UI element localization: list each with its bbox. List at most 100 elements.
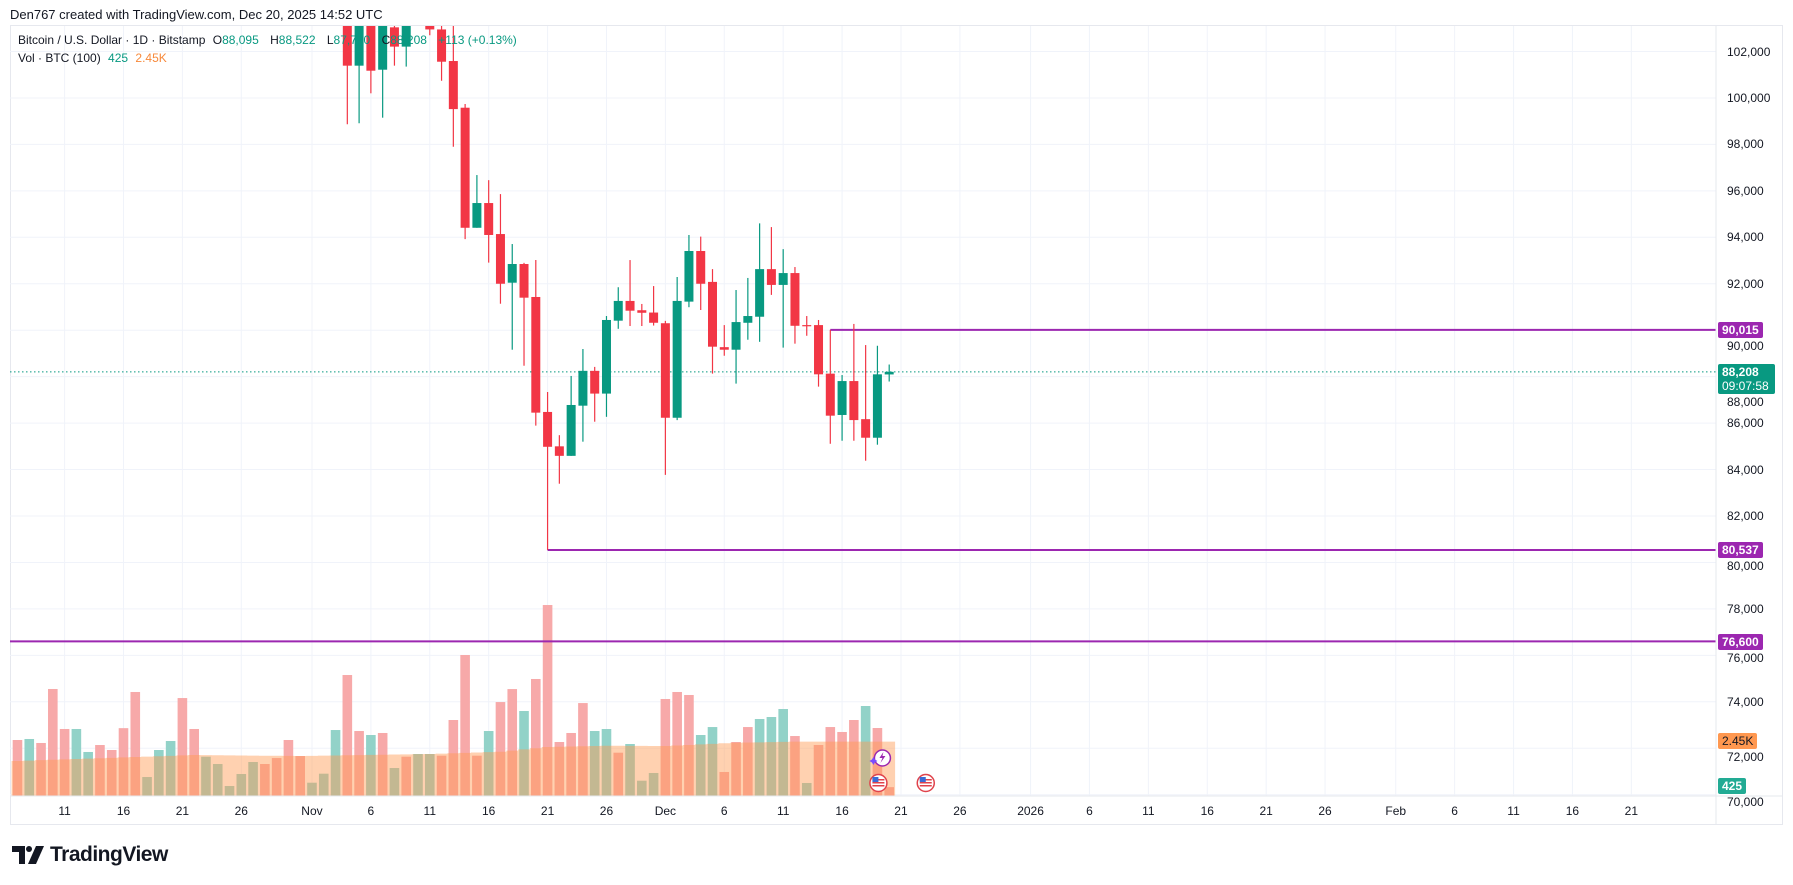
volume-bar xyxy=(684,694,694,796)
volume-bar xyxy=(24,738,35,796)
volume-name: Vol · BTC (100) xyxy=(18,51,101,65)
price-axis-label: 70,000 xyxy=(1727,795,1764,809)
price-axis-label: 102,000 xyxy=(1727,44,1771,59)
candle-body xyxy=(708,281,717,347)
last-price-badge: 88,208 09:07:58 xyxy=(1718,364,1775,394)
candle xyxy=(660,320,670,475)
volume-bar xyxy=(83,751,93,796)
time-axis-label: 26 xyxy=(1318,804,1332,818)
candle xyxy=(613,287,623,329)
volume-bar xyxy=(95,745,105,796)
flag-stripe xyxy=(919,785,932,787)
candle-body xyxy=(743,316,753,323)
volume-bar xyxy=(260,764,270,796)
candle xyxy=(543,391,553,550)
volume-bar xyxy=(790,736,800,796)
volume-bar xyxy=(248,762,258,796)
candle xyxy=(625,260,635,327)
candle-body xyxy=(460,107,470,228)
volume-bar xyxy=(366,735,376,796)
volume-bar xyxy=(743,727,753,796)
time-axis-label: 26 xyxy=(234,804,248,818)
candle-body xyxy=(849,381,859,421)
volume-bar xyxy=(106,750,117,796)
time-axis-label: 2026 xyxy=(1017,804,1044,818)
candle xyxy=(861,345,871,461)
candle-body xyxy=(519,264,529,298)
volume-bar xyxy=(472,755,482,796)
attribution-text: Den767 created with TradingView.com, Dec… xyxy=(10,7,383,22)
volume-bar xyxy=(554,742,565,796)
time-axis-label: Dec xyxy=(654,804,677,818)
candle-body xyxy=(342,26,352,66)
ohlc-high: H88,522 xyxy=(270,33,319,47)
logo-text: TradingView xyxy=(50,843,168,866)
price-axis-label: 82,000 xyxy=(1727,509,1764,523)
candle-body xyxy=(543,411,553,447)
volume-ma-area xyxy=(11,741,896,796)
time-axis-label: 11 xyxy=(423,804,436,818)
candle-body xyxy=(719,347,729,350)
volume-bar xyxy=(165,741,176,796)
volume-bar xyxy=(625,744,635,796)
candle xyxy=(566,375,576,456)
volume-bar xyxy=(307,782,317,796)
candle-body xyxy=(366,26,376,71)
level-badge-90015: 90,015 xyxy=(1718,322,1763,338)
candle xyxy=(872,345,882,445)
candle xyxy=(637,303,647,327)
volume-bar xyxy=(648,772,659,796)
sparkle-icon xyxy=(869,757,878,765)
volume-bar xyxy=(448,720,459,796)
symbol-legend[interactable]: Bitcoin / U.S. Dollar · 1D · Bitstamp O8… xyxy=(18,33,521,47)
candle xyxy=(401,26,411,67)
tradingview-logo-icon xyxy=(12,846,44,864)
candle-body xyxy=(401,26,411,47)
time-axis-label: 21 xyxy=(1624,804,1638,818)
time-axis-label: 26 xyxy=(953,804,967,818)
candle-body xyxy=(389,27,399,47)
candle-body xyxy=(684,251,694,302)
candle-body xyxy=(837,381,847,415)
candle xyxy=(884,364,894,382)
candle-body xyxy=(590,370,600,394)
time-axis-label: 11 xyxy=(776,804,790,818)
ohlc-close-value: 88,208 xyxy=(390,33,427,47)
ohlc-open-label: O xyxy=(212,33,223,47)
candle xyxy=(342,26,352,125)
candle xyxy=(519,262,529,366)
candle xyxy=(814,319,824,387)
volume-bar xyxy=(613,752,624,796)
volume-bar xyxy=(330,730,341,796)
volume-bar xyxy=(36,742,46,796)
volume-bar xyxy=(283,740,294,796)
candle xyxy=(649,286,659,326)
candle xyxy=(778,249,788,348)
candle-body xyxy=(766,269,776,285)
volume-bar xyxy=(224,786,235,796)
candle xyxy=(507,244,517,350)
tradingview-logo[interactable]: TradingView xyxy=(12,843,168,867)
candle-body xyxy=(696,251,706,284)
volume-bar xyxy=(354,731,364,796)
time-axis-label: Nov xyxy=(301,804,323,818)
candle xyxy=(696,236,706,310)
ohlc-open: O88,095 xyxy=(213,33,263,47)
price-axis-label: 78,000 xyxy=(1727,601,1764,616)
candle xyxy=(378,26,388,118)
volume-legend[interactable]: Vol · BTC (100) 425 2.45K xyxy=(18,51,171,65)
volume-ma-value: 2.45K xyxy=(135,51,167,65)
bar-countdown: 09:07:58 xyxy=(1722,379,1769,393)
volume-bar xyxy=(589,731,600,796)
volume-bar xyxy=(778,709,788,796)
candle-body xyxy=(755,269,765,317)
time-axis-label: 11 xyxy=(1142,804,1155,818)
candle-body xyxy=(354,26,364,66)
candle-body xyxy=(802,325,812,327)
ohlc-low: L87,790 xyxy=(327,33,374,47)
volume-bar xyxy=(837,731,847,796)
price-axis-label: 74,000 xyxy=(1727,694,1764,709)
ohlc-high-label: H xyxy=(270,33,279,47)
volume-bar xyxy=(542,605,553,796)
